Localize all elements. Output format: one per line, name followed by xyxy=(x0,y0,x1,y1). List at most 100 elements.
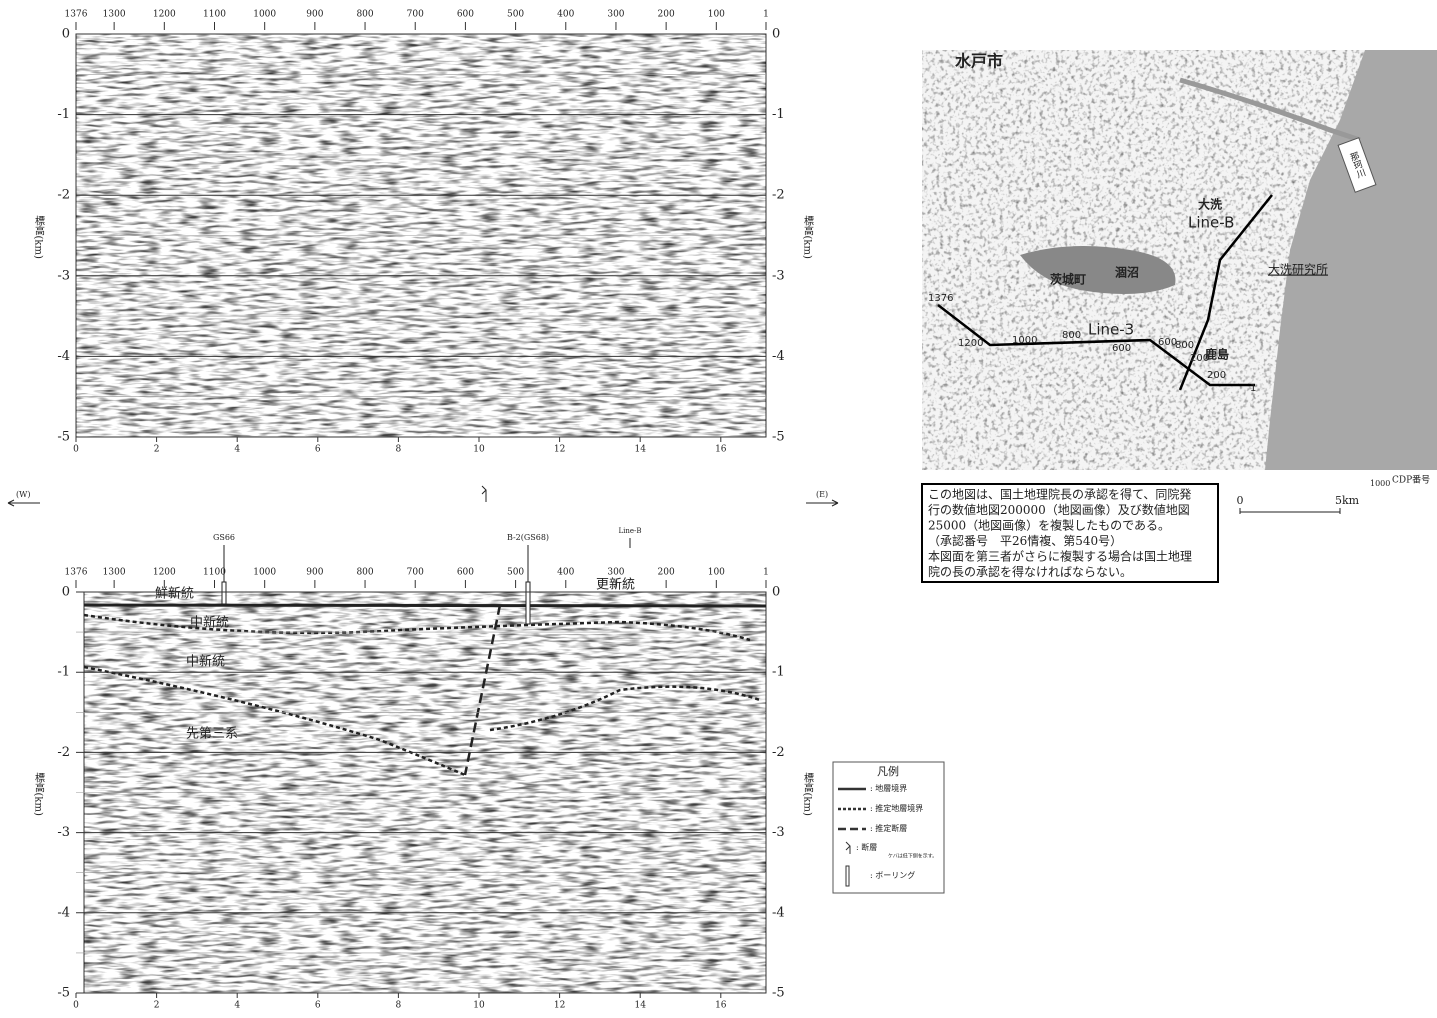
axis-label: 標高(km) xyxy=(802,771,814,816)
cdp-tick-label: 400 xyxy=(557,568,574,578)
depth-tick-label: -5 xyxy=(57,430,70,445)
fault-symbol xyxy=(481,485,487,502)
cdp-tick-label: 600 xyxy=(457,568,474,578)
cdp-tick-label: 1000 xyxy=(253,10,276,20)
cdp-tick-label: 300 xyxy=(607,10,624,20)
cdp-tick-label: 1100 xyxy=(203,568,226,578)
caption-box xyxy=(921,483,1219,583)
distance-tick-label: 6 xyxy=(315,1001,321,1011)
borehole xyxy=(525,581,531,625)
cdp-tick-label: 100 xyxy=(708,568,725,578)
legend-item: : 断層 xyxy=(856,842,877,852)
legend-title: 凡例 xyxy=(877,764,899,778)
distance-tick-label: 8 xyxy=(396,1001,402,1011)
map-label: 大洗 xyxy=(1198,197,1222,212)
distance-tick-label: 10 xyxy=(473,445,485,455)
distance-tick-label: 14 xyxy=(634,1001,646,1011)
distance-tick-label: 4 xyxy=(234,445,240,455)
depth-tick-label: -2 xyxy=(57,188,70,203)
depth-tick-label: 0 xyxy=(772,27,780,42)
distance-tick-label: 12 xyxy=(554,1001,565,1011)
legend-item: : 推定地層境界 xyxy=(870,803,923,813)
distance-tick-label: 4 xyxy=(234,1001,240,1011)
lake xyxy=(1020,246,1176,294)
map-cdp-label: 600 xyxy=(1158,337,1177,348)
depth-tick-label: -3 xyxy=(57,825,70,840)
inferred-fault xyxy=(463,604,502,776)
river-label-box xyxy=(1337,137,1377,193)
distance-tick-label: 16 xyxy=(715,1001,727,1011)
cdp-tick-label: 900 xyxy=(306,10,323,20)
cdp-tick-label: 1000 xyxy=(253,568,276,578)
legend-item: : 推定断層 xyxy=(870,823,907,833)
depth-tick-label: -4 xyxy=(772,349,785,364)
legend-note: ケバは低下側を示す。 xyxy=(888,853,937,860)
legend-item: : 地層境界 xyxy=(870,783,907,793)
depth-tick-label: -3 xyxy=(772,825,785,840)
cdp-tick-label: 600 xyxy=(457,10,474,20)
depth-tick-label: -4 xyxy=(57,349,70,364)
map-cdp-label: 600 xyxy=(1112,343,1131,354)
unit-label: 先第三系 xyxy=(186,727,238,742)
distance-tick-label: 2 xyxy=(154,1001,160,1011)
depth-tick-label: -2 xyxy=(772,745,785,760)
cdp-tick-label: 1100 xyxy=(203,10,226,20)
map-label: 水戸市 xyxy=(955,52,1003,71)
cdp-tick-label: 100 xyxy=(708,10,725,20)
depth-tick-label: -1 xyxy=(772,665,785,680)
depth-tick-label: 0 xyxy=(62,27,70,42)
caption-line: （承認番号 平26情複、第540号） xyxy=(928,533,1122,548)
distance-tick-label: 16 xyxy=(715,445,727,455)
cdp-tick-label: 800 xyxy=(356,10,373,20)
depth-tick-label: -3 xyxy=(772,268,785,283)
inferred-boundary xyxy=(83,613,751,642)
depth-tick-label: -5 xyxy=(772,430,785,445)
cdp-tick-label: 1376 xyxy=(65,568,88,578)
line-label: Line-B xyxy=(618,527,641,535)
distance-tick-label: 10 xyxy=(473,1001,485,1011)
cdp-tick-label: 1300 xyxy=(103,10,126,20)
cdp-key-number: 1000 xyxy=(1370,479,1390,488)
map-cdp-label: 200 xyxy=(1190,353,1209,364)
depth-tick-label: -5 xyxy=(772,986,785,1001)
depth-tick-label: -5 xyxy=(57,986,70,1001)
borehole xyxy=(221,581,227,605)
distance-tick-label: 2 xyxy=(154,445,160,455)
map-label: 涸沼 xyxy=(1115,266,1139,280)
caption-line: この地図は、国土地理院長の承認を得て、同院発 xyxy=(928,487,1191,502)
west-label: (W) xyxy=(16,490,30,499)
cdp-tick-label: 500 xyxy=(507,10,524,20)
caption-line: 25000（地図画像）を複製したものである。 xyxy=(928,518,1170,533)
river xyxy=(1179,77,1361,143)
map-label: 鹿島 xyxy=(1205,347,1229,362)
legend-swatch xyxy=(845,865,850,887)
map-cdp-label: 200 xyxy=(1207,370,1226,381)
borehole-label: B-2(GS68) xyxy=(507,533,549,542)
distance-tick-label: 6 xyxy=(315,445,321,455)
axis-label: 標高(km) xyxy=(802,214,814,259)
arrow-head xyxy=(831,499,839,507)
inferred-boundary xyxy=(489,685,761,732)
unit-label: 鮮新統 xyxy=(155,586,194,602)
cdp-tick-label: 1200 xyxy=(153,10,176,20)
map-label: 大洗研究所 xyxy=(1268,262,1328,277)
depth-tick-label: 0 xyxy=(772,585,780,600)
distance-tick-label: 8 xyxy=(396,445,402,455)
legend-item: : ボーリング xyxy=(870,870,915,880)
depth-tick-label: -4 xyxy=(772,905,785,920)
caption-line: 院の長の承認を得なければならない。 xyxy=(928,564,1132,579)
arrow-head xyxy=(7,499,15,507)
unit-label: 中新統 xyxy=(186,654,225,670)
caption-line: 本図面を第三者がさらに複製する場合は国土地理 xyxy=(928,549,1192,564)
depth-tick-label: -1 xyxy=(57,107,70,122)
cdp-tick-label: 800 xyxy=(356,568,373,578)
unit-label: 中新統 xyxy=(190,615,229,631)
cdp-tick-label: 700 xyxy=(407,568,424,578)
cdp-tick-label: 500 xyxy=(507,568,524,578)
depth-tick-label: -1 xyxy=(57,665,70,680)
cdp-tick-label: 1200 xyxy=(153,568,176,578)
map-cdp-label: 1000 xyxy=(1012,335,1037,346)
distance-tick-label: 12 xyxy=(554,445,565,455)
